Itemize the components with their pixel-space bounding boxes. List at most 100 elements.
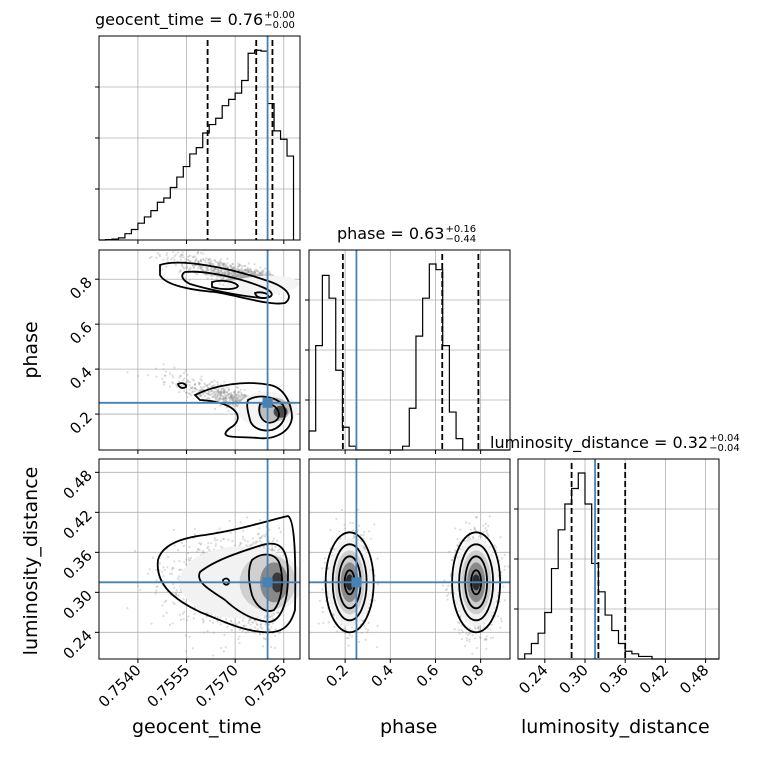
- scatter-point: [230, 399, 234, 402]
- scatter-point: [218, 260, 221, 263]
- scatter-point: [240, 267, 244, 270]
- scatter-point: [262, 534, 265, 537]
- scatter-point: [224, 271, 227, 274]
- scatter-point: [179, 374, 182, 377]
- scatter-point: [227, 397, 230, 400]
- scatter-point: [232, 403, 235, 406]
- scatter-point: [272, 613, 276, 616]
- scatter-point: [198, 389, 202, 392]
- scatter-point: [364, 627, 367, 630]
- scatter-point: [236, 399, 240, 402]
- scatter-point: [321, 610, 324, 614]
- scatter-point: [231, 262, 234, 265]
- scatter-point: [225, 391, 228, 394]
- scatter-point: [155, 589, 158, 592]
- scatter-point: [229, 264, 233, 268]
- scatter-point: [198, 394, 201, 397]
- scatter-point: [236, 265, 240, 268]
- scatter-point: [185, 558, 188, 561]
- grid-hist-r1: [309, 299, 510, 401]
- scatter-point: [239, 273, 242, 277]
- scatter-point: [204, 395, 207, 398]
- scatter-point: [231, 398, 234, 401]
- scatter-point: [216, 261, 219, 264]
- scatter-point: [213, 390, 216, 393]
- scatter-point: [193, 264, 196, 267]
- scatter-point: [186, 255, 189, 259]
- scatter-point: [263, 637, 266, 641]
- scatter-point: [235, 396, 238, 399]
- scatter-point: [238, 263, 241, 266]
- scatter-point: [174, 592, 177, 595]
- scatter-point: [235, 399, 239, 402]
- scatter-point: [246, 268, 249, 272]
- scatter-point: [262, 636, 265, 640]
- scatter-point: [193, 390, 196, 393]
- scatter-point: [194, 387, 198, 391]
- scatter-point: [190, 386, 193, 389]
- scatter-point: [212, 392, 215, 395]
- scatter-point: [201, 386, 204, 390]
- scatter-point: [239, 388, 242, 391]
- scatter-point: [238, 641, 241, 645]
- scatter-point: [171, 256, 174, 260]
- scatter-point: [241, 395, 245, 398]
- scatter-point: [242, 624, 246, 628]
- scatter-point: [207, 273, 210, 276]
- scatter-point: [244, 275, 247, 279]
- scatter-point: [178, 391, 181, 394]
- scatter-point: [254, 270, 257, 273]
- scatter-point: [202, 619, 205, 622]
- scatter-point: [221, 398, 224, 401]
- scatter-point: [226, 273, 230, 276]
- scatter-point: [216, 615, 219, 619]
- scatter-point: [136, 245, 138, 247]
- scatter-point: [196, 252, 199, 255]
- scatter-point: [186, 395, 189, 399]
- scatter-point: [199, 389, 202, 392]
- scatter-point: [236, 397, 239, 400]
- scatter-point: [218, 275, 221, 278]
- scatter-point: [193, 387, 196, 390]
- scatter-point: [215, 271, 218, 274]
- scatter-point: [189, 266, 192, 269]
- scatter-point: [237, 265, 240, 268]
- scatter-point: [225, 406, 229, 409]
- scatter-point: [188, 279, 191, 282]
- scatter-point: [215, 391, 218, 394]
- scatter-point: [258, 273, 261, 276]
- scatter-point: [229, 264, 232, 267]
- scatter-point: [253, 263, 256, 266]
- scatter-point: [217, 271, 220, 274]
- scatter-point: [232, 267, 236, 270]
- scatter-point: [237, 394, 241, 397]
- scatter-point: [242, 274, 246, 277]
- scatter-point: [174, 253, 178, 256]
- scatter-point: [217, 389, 220, 393]
- scatter-point: [187, 268, 190, 271]
- scatter-point: [188, 384, 192, 387]
- scatter-point: [223, 398, 226, 401]
- scatter-point: [209, 263, 212, 266]
- scatter-point: [196, 251, 199, 254]
- scatter-point: [211, 269, 214, 272]
- scatter-point: [251, 542, 254, 546]
- scatter-point: [222, 391, 226, 394]
- scatter-point: [233, 390, 236, 393]
- scatter-point: [260, 536, 263, 539]
- scatter-point: [235, 273, 238, 276]
- scatter-point: [477, 628, 480, 631]
- scatter-point: [222, 283, 225, 286]
- scatter-point: [194, 272, 197, 275]
- scatter-point: [503, 565, 507, 568]
- scatter-point: [180, 253, 183, 256]
- scatter-point: [217, 399, 220, 402]
- scatter-point: [215, 275, 219, 278]
- scatter-point: [250, 272, 253, 275]
- scatter-point: [187, 379, 190, 383]
- scatter-point: [254, 271, 257, 274]
- scatter-point: [247, 268, 250, 271]
- scatter-point: [184, 257, 187, 261]
- scatter-point: [205, 615, 208, 618]
- scatter-point: [213, 270, 216, 273]
